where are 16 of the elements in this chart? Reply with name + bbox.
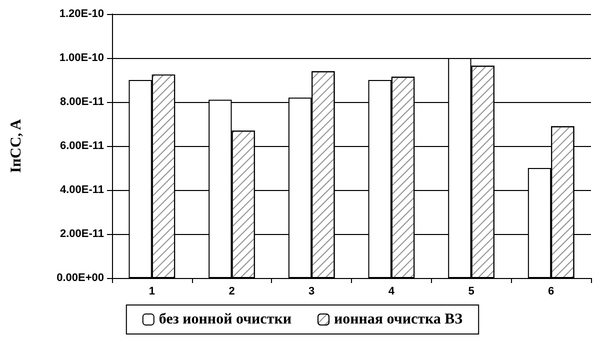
x-tick-label: 6 — [548, 286, 554, 298]
x-tick-label: 2 — [228, 286, 235, 298]
legend-label: без ионной очистки — [158, 312, 292, 328]
x-tick-label: 4 — [388, 286, 396, 298]
x-tick-label: 5 — [468, 286, 474, 298]
y-tick-label: 6.00E-11 — [60, 140, 104, 152]
x-tick-label: 1 — [148, 286, 155, 298]
y-axis-title: IпCC, A — [8, 119, 24, 173]
y-tick-label: 8.00E-11 — [60, 96, 104, 108]
legend-label: ионная очистка ВЗ — [334, 312, 463, 328]
y-tick-label: 4.00E-11 — [60, 184, 104, 196]
y-tick-label: 1.00E-10 — [59, 52, 104, 64]
y-tick-label: 2.00E-11 — [60, 228, 104, 240]
y-tick-label: 1.20E-10 — [59, 8, 104, 20]
x-tick-label: 3 — [308, 286, 315, 298]
y-tick-label: 0.00E+00 — [56, 272, 104, 284]
